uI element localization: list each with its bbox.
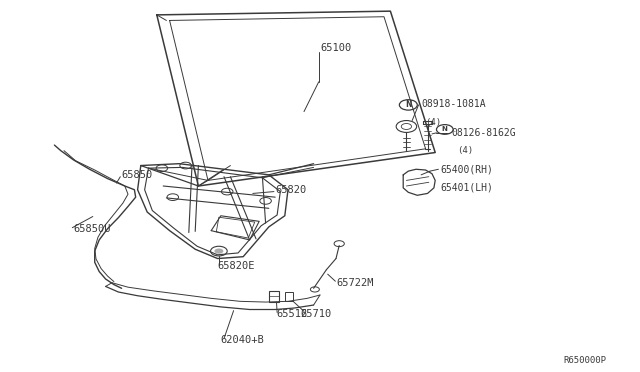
Text: (4): (4) xyxy=(426,118,442,126)
Circle shape xyxy=(214,248,223,254)
Text: 65710: 65710 xyxy=(301,310,332,319)
Text: 65850: 65850 xyxy=(122,170,153,180)
Text: 65820: 65820 xyxy=(275,185,307,195)
Text: 65401(LH): 65401(LH) xyxy=(440,182,493,192)
Text: 65100: 65100 xyxy=(320,44,351,53)
Text: N: N xyxy=(405,100,412,109)
Text: (4): (4) xyxy=(458,146,474,155)
Text: 65722M: 65722M xyxy=(336,278,374,288)
Text: N: N xyxy=(442,126,448,132)
Text: 62040+B: 62040+B xyxy=(221,336,264,345)
Text: 65400(RH): 65400(RH) xyxy=(440,164,493,174)
Text: 65820E: 65820E xyxy=(218,261,255,271)
Text: 65512: 65512 xyxy=(276,310,308,319)
Text: R650000P: R650000P xyxy=(563,356,606,365)
Text: 08918-1081A: 08918-1081A xyxy=(421,99,486,109)
Text: 65850U: 65850U xyxy=(74,224,111,234)
Text: 08126-8162G: 08126-8162G xyxy=(451,128,516,138)
